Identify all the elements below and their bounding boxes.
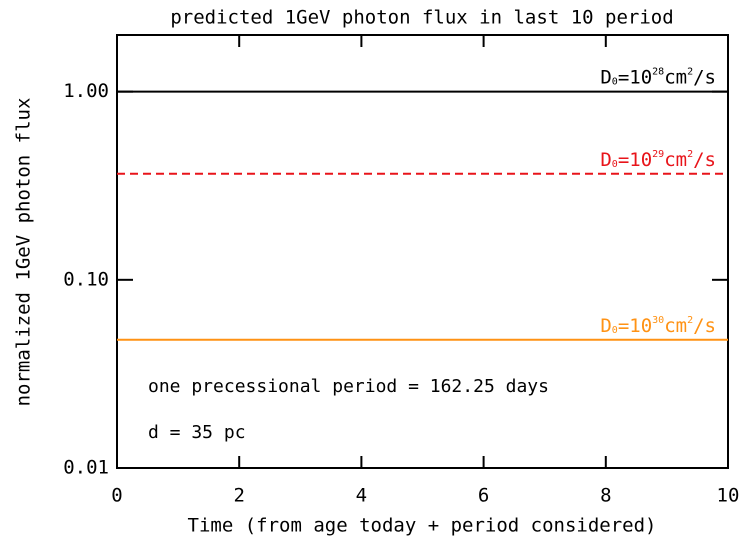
legend-label-part: 2: [687, 149, 693, 160]
y-tick-label: 1.00: [63, 80, 109, 102]
x-tick-label: 4: [356, 485, 367, 507]
legend-label-part: 28: [652, 67, 664, 78]
legend-label-part: =10: [618, 66, 652, 88]
y-tick-label: 0.10: [63, 268, 109, 290]
legend-label-part: 29: [652, 149, 664, 160]
legend-label-part: =10: [618, 314, 652, 336]
legend-label-part: =10: [618, 148, 652, 170]
x-tick-label: 2: [233, 485, 244, 507]
legend-label-part: D: [600, 66, 611, 88]
legend-label-part: /s: [693, 66, 716, 88]
legend-label-part: /s: [693, 148, 716, 170]
x-tick-label: 6: [478, 485, 489, 507]
x-tick-label: 10: [717, 485, 740, 507]
legend-label-part: 0: [612, 325, 618, 336]
x-tick-label: 0: [111, 485, 122, 507]
plot-frame: [116, 34, 729, 469]
legend-label-part: cm: [664, 314, 687, 336]
legend-label-part: D: [600, 148, 611, 170]
y-axis-label: normalized 1GeV photon flux: [13, 98, 35, 407]
legend-label-part: 30: [652, 315, 664, 326]
x-axis-label: Time (from age today + period considered…: [188, 515, 657, 537]
legend-label-part: 0: [612, 77, 618, 88]
x-tick-label: 8: [600, 485, 611, 507]
legend-label: D0=1028cm2/s: [600, 66, 716, 88]
annotation: d = 35 pc: [148, 422, 246, 443]
legend-label-part: D: [600, 314, 611, 336]
legend-label-part: cm: [664, 148, 687, 170]
legend-label-part: /s: [693, 314, 716, 336]
legend-label-part: 2: [687, 315, 693, 326]
legend-label: D0=1029cm2/s: [600, 148, 716, 170]
chart-title: predicted 1GeV photon flux in last 10 pe…: [170, 7, 673, 29]
y-tick-label: 0.01: [63, 457, 109, 479]
annotation: one precessional period = 162.25 days: [148, 376, 549, 397]
legend-label-part: 0: [612, 159, 618, 170]
legend-label: D0=1030cm2/s: [600, 314, 716, 336]
legend-label-part: cm: [664, 66, 687, 88]
legend-label-part: 2: [687, 67, 693, 78]
